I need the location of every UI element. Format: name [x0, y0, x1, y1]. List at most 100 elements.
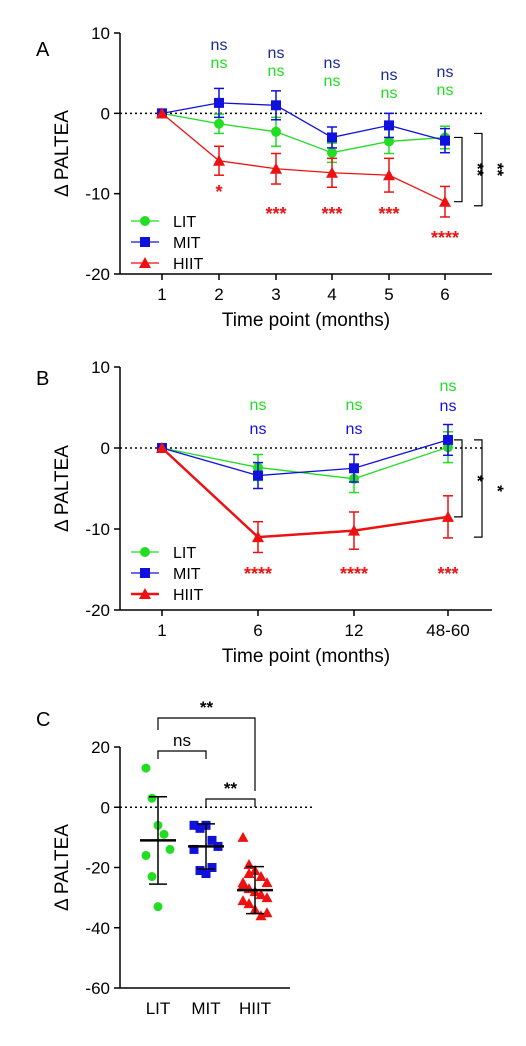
data-point-hiit: [156, 107, 168, 119]
legend-marker-mit: [140, 568, 150, 578]
data-point-hiit: [383, 169, 395, 181]
data-point-lit: [214, 118, 224, 129]
ns-annotation: ns: [268, 63, 285, 80]
legend-label-lit: LIT: [173, 545, 196, 562]
data-point-hiit: [252, 531, 264, 543]
x-tick-label: 5: [384, 285, 393, 304]
y-axis-title: Δ PALTEA: [52, 110, 73, 197]
ns-annotation: ns: [437, 82, 454, 99]
data-point-lit: [153, 902, 163, 912]
data-point-mit: [271, 100, 281, 111]
data-point-hiit: [243, 858, 255, 869]
ns-annotation: ns: [250, 421, 267, 438]
data-point-hiit: [261, 907, 273, 918]
y-tick-label: -60: [85, 979, 110, 998]
series-line-mit: [161, 102, 446, 142]
data-point-lit: [141, 850, 151, 860]
ns-annotation: ns: [437, 64, 454, 81]
y-tick-label: -10: [85, 520, 110, 539]
x-axis-title: Time point (months): [222, 310, 390, 331]
series-line-mit: [161, 439, 449, 477]
x-tick-label: 6: [253, 621, 262, 640]
series-line-hiit: [161, 447, 449, 539]
significance-bracket: [454, 136, 463, 203]
comparison-label: **: [224, 779, 238, 798]
legend-label-mit: MIT: [173, 235, 201, 252]
ns-annotation: ns: [381, 85, 398, 102]
x-tick-label: 48-60: [426, 621, 469, 640]
panel-a: A 10 0 -10 -20 1 2 3 4 5 6 Time point (months) Δ PAL…: [36, 24, 507, 331]
data-point-lit: [147, 793, 157, 803]
panel-c: C 20 0 -20 -40 -60 Δ PALTEA LIT MIT HIIT ns ** **: [36, 698, 312, 1018]
data-point-mit: [207, 863, 217, 872]
data-point-hiit: [348, 524, 360, 536]
series-line-lit: [161, 112, 446, 154]
x-tick-label: 12: [345, 621, 364, 640]
significance-bracket: [474, 439, 483, 538]
ns-annotation: ns: [268, 45, 285, 62]
hiit-significance-label: ***: [378, 204, 399, 224]
y-tick-label: 0: [101, 798, 110, 817]
legend-label-hiit: HIIT: [173, 587, 203, 604]
data-point-lit: [147, 872, 157, 882]
data-point-mit: [189, 844, 199, 854]
data-point-hiit: [261, 877, 273, 888]
ns-annotation: ns: [440, 378, 457, 395]
data-point-hiit: [237, 877, 249, 888]
y-tick-label: 20: [91, 738, 110, 757]
data-point-lit: [159, 829, 169, 839]
y-tick-label: 0: [101, 104, 110, 123]
y-tick-label: -40: [85, 919, 110, 938]
x-tick-label: 1: [157, 285, 166, 304]
x-tick-label: 3: [271, 285, 280, 304]
data-point-hiit: [243, 868, 255, 879]
panel-letter: A: [36, 39, 50, 61]
y-tick-label: 10: [91, 358, 110, 377]
comparison-bracket: [157, 750, 207, 759]
data-point-hiit: [255, 889, 267, 900]
ns-annotation: ns: [211, 37, 228, 54]
ns-annotation: ns: [250, 397, 267, 414]
data-point-mit: [207, 835, 217, 845]
data-point-hiit: [255, 871, 267, 882]
hiit-significance-label: ****: [340, 564, 368, 584]
y-axis-title: Δ PALTEA: [52, 824, 73, 911]
data-point-hiit: [439, 195, 451, 207]
panel-b: B 10 0 -10 -20 1 6 12 48-60 Time point (months) Δ …: [36, 358, 507, 667]
hiit-significance-label: *: [215, 182, 222, 202]
data-point-lit: [271, 126, 281, 137]
comparison-label: ns: [173, 731, 191, 750]
x-axis-title: Time point (months): [222, 646, 390, 667]
panel-letter: B: [36, 368, 49, 390]
data-point-mit: [195, 866, 205, 876]
bracket-label: *: [468, 475, 487, 482]
data-point-hiit: [243, 898, 255, 909]
ns-annotation: ns: [381, 67, 398, 84]
legend-marker-lit: [140, 547, 150, 557]
hiit-significance-label: ****: [244, 564, 272, 584]
x-category-label: LIT: [146, 999, 171, 1018]
data-point-mit: [195, 823, 205, 833]
x-tick-label: 1: [157, 621, 166, 640]
ns-annotation: ns: [324, 73, 341, 90]
bracket-label: **: [488, 163, 507, 177]
x-tick-label: 6: [440, 285, 449, 304]
series-line-lit: [161, 446, 449, 480]
data-point-mit: [327, 132, 337, 143]
data-point-mit: [349, 463, 359, 474]
y-tick-label: -20: [85, 601, 110, 620]
data-point-mit: [253, 470, 263, 481]
data-point-mit: [443, 434, 453, 445]
ns-annotation: ns: [346, 421, 363, 438]
legend-marker-hiit: [139, 588, 151, 599]
legend-label-hiit: HIIT: [173, 256, 203, 273]
x-tick-label: 4: [327, 285, 336, 304]
data-point-mit: [201, 869, 211, 879]
y-tick-label: -20: [85, 859, 110, 878]
data-point-lit: [165, 844, 175, 854]
panel-letter: C: [36, 709, 50, 731]
data-point-lit: [327, 147, 337, 158]
hiit-significance-label: ****: [431, 228, 459, 248]
legend-label-lit: LIT: [173, 214, 196, 231]
data-point-lit: [141, 763, 151, 773]
